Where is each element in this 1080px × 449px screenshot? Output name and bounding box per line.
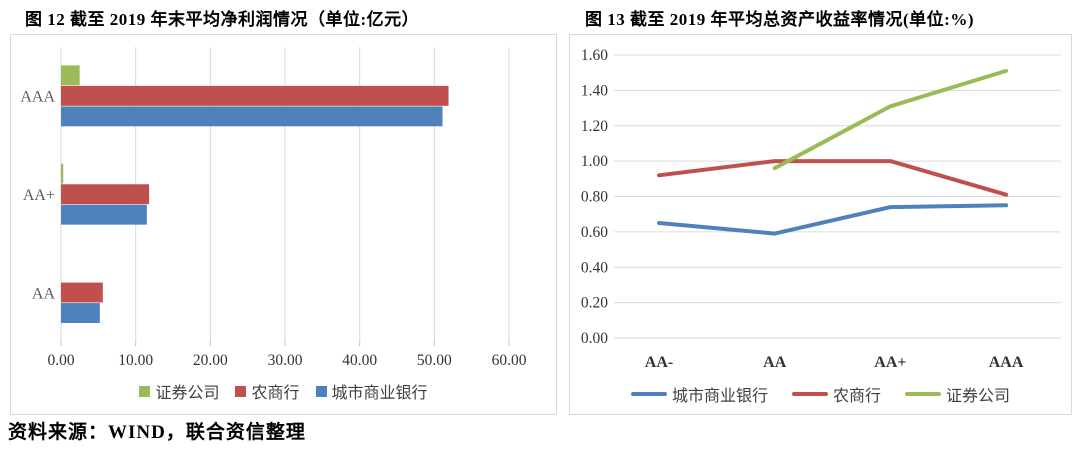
- figure13-title: 图 13 截至 2019 年平均总资产收益率情况(单位:%): [585, 10, 974, 29]
- legend-item-证券公司: 证券公司: [905, 382, 1010, 406]
- legend-square-swatch: [235, 385, 247, 397]
- y-tick-label: 1.00: [581, 153, 608, 170]
- legend-line-swatch: [791, 392, 828, 396]
- source-note: 资料来源：WIND，联合资信整理: [8, 422, 306, 443]
- legend-item-农商行: 农商行: [235, 379, 300, 403]
- y-tick-label: 0.60: [581, 224, 608, 241]
- figure12-chart-panel: 0.00 10.00 20.00 30.00 40.00 50.00 60.00 AAA AA+…: [10, 34, 557, 415]
- category-label: AAA: [20, 89, 55, 106]
- x-tick-label: 10.00: [118, 352, 153, 369]
- bar-证券公司-AAA: [61, 65, 80, 86]
- legend-line-swatch: [905, 392, 941, 396]
- y-tick-label: 0.40: [581, 259, 608, 276]
- legend-line-swatch: [630, 392, 667, 396]
- x-tick-label: 40.00: [342, 352, 377, 369]
- line-chart-figure13: 0.00 0.20 0.40 0.60 0.80 1.00 1.20 1.40 1.60 AA- A…: [581, 47, 1061, 371]
- bar-证券公司-AA+: [61, 163, 64, 184]
- x-category-label: AA+: [874, 354, 906, 371]
- x-tick-label: 20.00: [193, 352, 228, 369]
- category-label: AA: [32, 285, 56, 302]
- y-tick-label: 1.20: [581, 118, 608, 135]
- legend-label: 城市商业银行: [331, 385, 428, 402]
- legend-item-农商行: 农商行: [791, 382, 881, 406]
- x-category-label: AA-: [645, 354, 673, 371]
- y-tick-label: 0.80: [581, 189, 608, 206]
- category-label: AA+: [23, 187, 55, 204]
- x-tick-label: 30.00: [268, 352, 303, 369]
- bar-农商行-AA: [61, 282, 103, 303]
- x-tick-label: 50.00: [417, 352, 452, 369]
- bar-城市商业银行-AA+: [61, 204, 147, 225]
- x-tick-label: 60.00: [492, 352, 527, 369]
- x-category-label: AAA: [989, 354, 1024, 371]
- legend-label: 证券公司: [946, 388, 1011, 405]
- legend-item-证券公司: 证券公司: [139, 379, 219, 403]
- line-series-农商行: [657, 159, 1009, 197]
- legend-square-swatch: [139, 385, 151, 397]
- y-tick-label: 1.60: [581, 47, 608, 64]
- bar-城市商业银行-AAA: [61, 106, 443, 127]
- figure13-chart-panel: 0.00 0.20 0.40 0.60 0.80 1.00 1.20 1.40 1.60 AA- A…: [569, 34, 1072, 415]
- legend-square-swatch: [315, 385, 327, 397]
- bar-农商行-AA+: [61, 184, 150, 205]
- y-tick-label: 1.40: [581, 82, 608, 99]
- legend-label: 证券公司: [155, 385, 220, 402]
- figure12-legend: 证券公司 农商行 城市商业银行: [11, 379, 556, 403]
- legend-item-城市商业银行: 城市商业银行: [630, 382, 768, 406]
- bar-chart-figure12: 0.00 10.00 20.00 30.00 40.00 50.00 60.00 AAA AA+…: [20, 47, 527, 369]
- legend-label: 城市商业银行: [671, 388, 768, 405]
- line-series-城市商业银行: [657, 203, 1009, 236]
- x-tick-label: 0.00: [47, 352, 74, 369]
- y-tick-label: 0.00: [581, 330, 608, 347]
- legend-label: 农商行: [832, 388, 881, 405]
- figure12-title: 图 12 截至 2019 年末平均净利润情况（单位:亿元）: [25, 10, 420, 29]
- legend-item-城市商业银行: 城市商业银行: [315, 379, 428, 403]
- bar-农商行-AAA: [61, 85, 449, 106]
- bar-城市商业银行-AA: [61, 303, 100, 323]
- legend-label: 农商行: [251, 385, 300, 402]
- figure13-legend: 城市商业银行 农商行 证券公司: [570, 382, 1071, 406]
- line-series-证券公司: [772, 68, 1009, 171]
- y-tick-label: 0.20: [581, 295, 608, 312]
- x-category-label: AA: [763, 354, 787, 371]
